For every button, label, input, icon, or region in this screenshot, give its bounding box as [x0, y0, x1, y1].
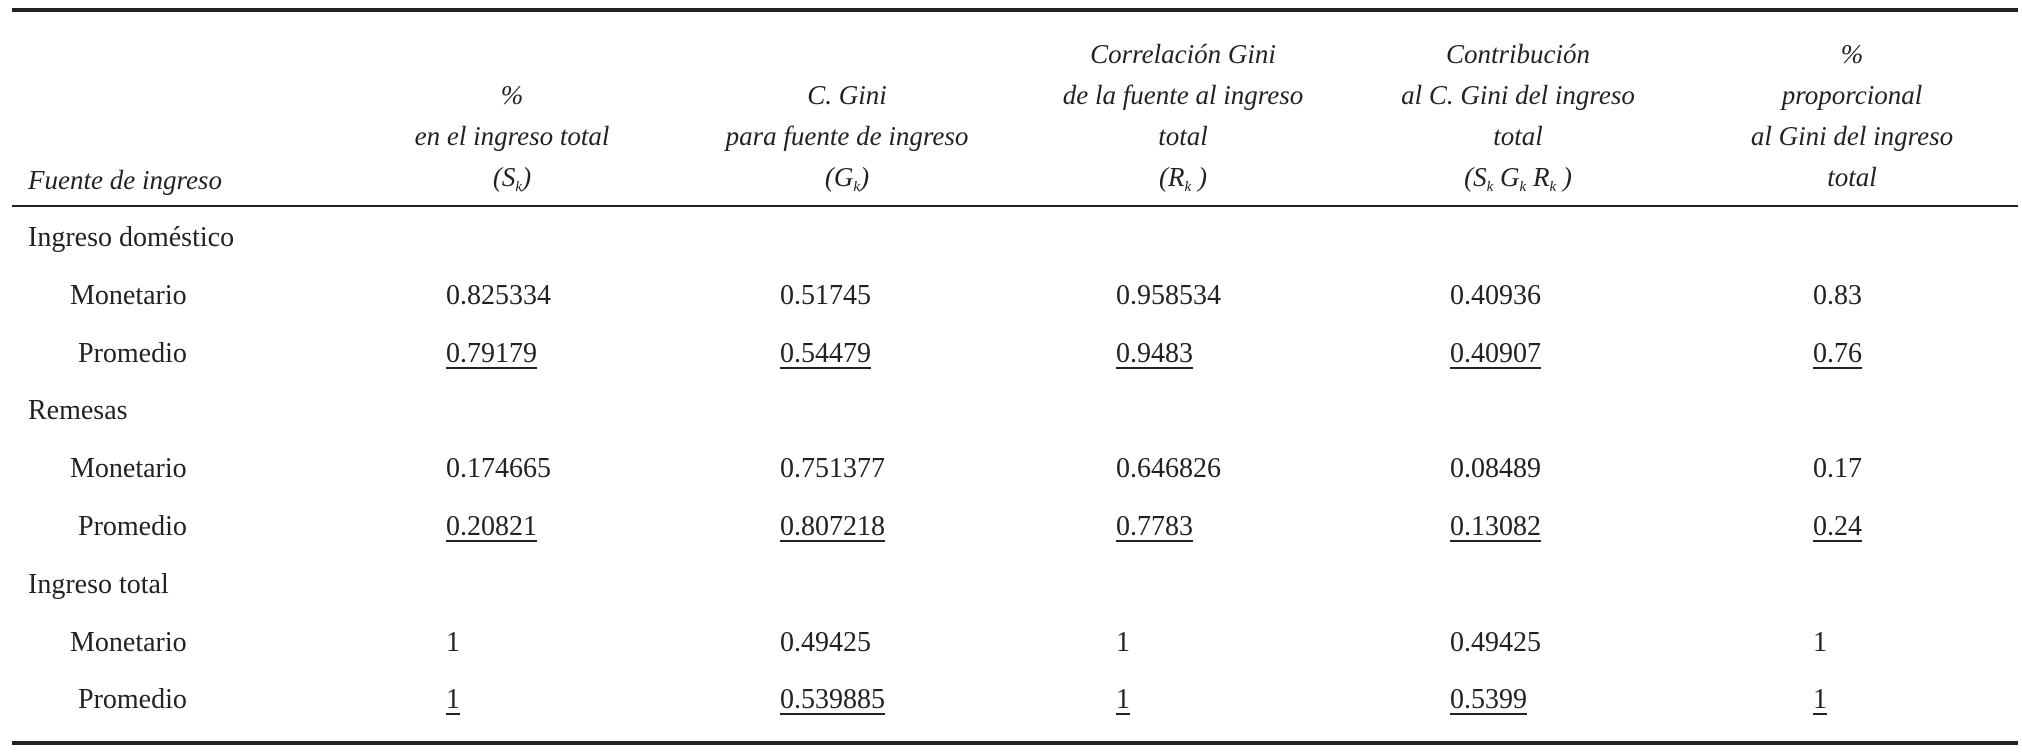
header-line: de la fuente al ingreso: [1062, 80, 1304, 110]
value-cell: 1: [1813, 684, 1827, 716]
value-cell: 0.49425: [1450, 626, 1541, 658]
column-header: Correlación Gini de la fuente al ingreso t…: [1013, 34, 1353, 198]
subscript: k: [1549, 179, 1557, 195]
value-cell: 0.24: [1813, 511, 1862, 542]
value-cell: 0.54479: [780, 337, 871, 369]
symbol-text: (R: [1159, 162, 1185, 192]
header-symbol: (Gk): [825, 157, 869, 198]
symbol-text: (G: [824, 162, 854, 192]
header-line: total: [1158, 121, 1208, 151]
header-line: total: [1827, 162, 1877, 192]
top-rule: [12, 8, 2018, 12]
row-label: Promedio: [78, 684, 187, 716]
value-cell: 0.40907: [1450, 337, 1541, 369]
value-cell: 0.83: [1813, 279, 1862, 311]
column-header: % en el ingreso total (Sk): [342, 75, 682, 198]
subscript: k: [1184, 179, 1192, 195]
symbol-text: (S: [1464, 162, 1487, 192]
row-label: Monetario: [70, 279, 187, 311]
subscript: k: [515, 179, 523, 195]
header-line: al Gini del ingreso: [1750, 121, 1954, 151]
symbol-text: ): [1191, 162, 1207, 192]
value-cell: 0.49425: [780, 626, 871, 658]
value-cell: 0.13082: [1450, 511, 1541, 542]
header-symbol: (Rk ): [1159, 157, 1207, 198]
value-cell: 0.751377: [780, 453, 885, 485]
column-header: Contribución al C. Gini del ingreso total(…: [1348, 34, 1688, 198]
symbol-text: ): [860, 162, 870, 192]
symbol-text: ): [522, 162, 532, 192]
value-cell: 0.7783: [1116, 511, 1193, 542]
header-line: %: [1840, 39, 1864, 69]
value-cell: 0.174665: [446, 453, 551, 485]
value-cell: 0.807218: [780, 511, 885, 542]
bottom-rule: [12, 741, 2018, 745]
group-label: Ingreso total: [28, 568, 169, 600]
value-cell: 0.79179: [446, 337, 537, 369]
symbol-text: ): [1556, 162, 1572, 192]
subscript: k: [1486, 179, 1494, 195]
header-line: total: [1493, 121, 1543, 151]
header-line: en el ingreso total: [414, 121, 610, 151]
group-label: Ingreso doméstico: [28, 222, 235, 253]
header-symbol: (Sk Gk Rk ): [1464, 157, 1572, 198]
value-cell: 1: [446, 626, 460, 658]
header-symbol: (Sk): [493, 157, 531, 198]
value-cell: 0.76: [1813, 337, 1862, 369]
value-cell: 0.51745: [780, 279, 871, 311]
value-cell: 0.9483: [1116, 337, 1193, 369]
column-header: C. Gini para fuente de ingreso (Gk): [677, 75, 1017, 198]
subscript: k: [1519, 179, 1527, 195]
header-line: %: [500, 80, 524, 110]
header-line: Correlación Gini: [1090, 39, 1276, 69]
value-cell: 1: [1813, 626, 1827, 658]
column-header: % proporcional al Gini del ingreso total: [1682, 34, 2022, 198]
stub-header: Fuente de ingreso: [28, 165, 222, 195]
subscript: k: [853, 179, 861, 195]
symbol-text: G: [1493, 162, 1520, 192]
header-line: al C. Gini del ingreso: [1401, 80, 1635, 110]
value-cell: 0.646826: [1116, 453, 1221, 485]
header-line: para fuente de ingreso: [725, 121, 969, 151]
value-cell: 0.958534: [1116, 279, 1221, 311]
value-cell: 0.08489: [1450, 453, 1541, 485]
value-cell: 0.539885: [780, 684, 885, 716]
row-label: Promedio: [78, 337, 187, 369]
value-cell: 1: [1116, 684, 1130, 716]
row-label: Promedio: [78, 511, 187, 542]
row-label: Monetario: [70, 453, 187, 485]
value-cell: 0.5399: [1450, 684, 1527, 716]
value-cell: 1: [1116, 626, 1130, 658]
header-line: Contribución: [1445, 39, 1590, 69]
row-label: Monetario: [70, 626, 187, 658]
header-line: proporcional: [1781, 80, 1923, 110]
value-cell: 0.17: [1813, 453, 1862, 485]
header-rule: [12, 205, 2018, 207]
header-line: C. Gini: [807, 80, 887, 110]
value-cell: 0.825334: [446, 279, 551, 311]
value-cell: 0.20821: [446, 511, 537, 542]
value-cell: 1: [446, 684, 460, 716]
symbol-text: (S: [492, 162, 516, 192]
group-label: Remesas: [28, 395, 128, 427]
value-cell: 0.40936: [1450, 279, 1541, 311]
symbol-text: R: [1526, 162, 1550, 192]
